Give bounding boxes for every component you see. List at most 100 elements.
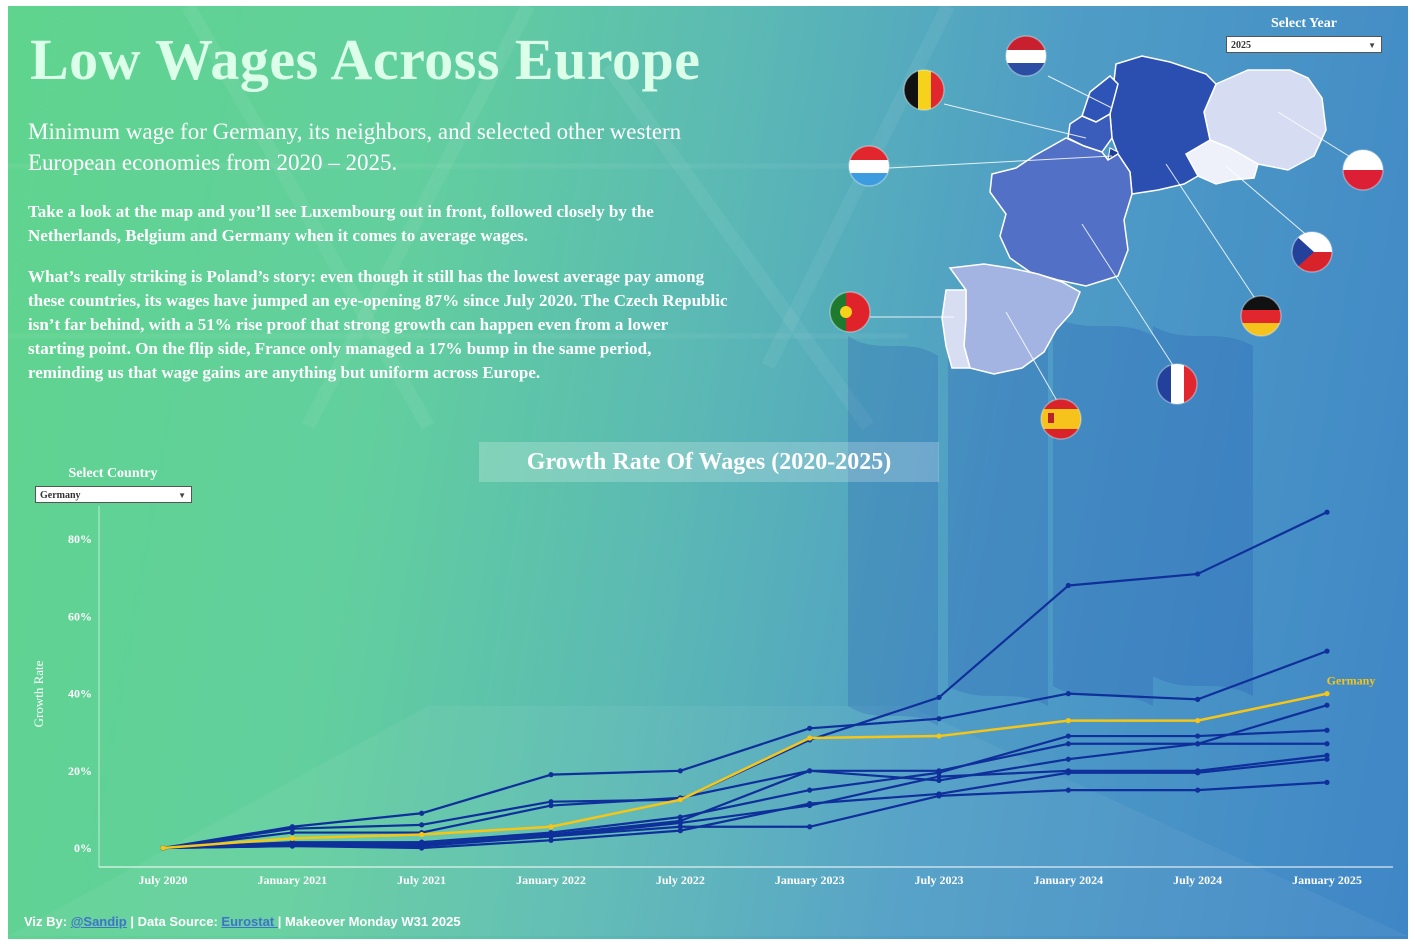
series-point — [1195, 696, 1201, 702]
series-point — [807, 725, 813, 731]
series-point — [419, 845, 425, 851]
footer-mid: | Data Source: — [126, 914, 222, 929]
footer-prefix: Viz By: — [24, 914, 71, 929]
series-point — [807, 735, 813, 741]
series-point — [807, 824, 813, 830]
x-tick-label: July 2020 — [138, 873, 187, 887]
footer-suffix: | Makeover Monday W31 2025 — [277, 914, 461, 929]
series-point — [548, 833, 554, 840]
series-point — [807, 787, 813, 793]
series-point — [548, 824, 554, 830]
flag-netherlands-icon — [1006, 36, 1046, 76]
series-point — [1195, 733, 1201, 739]
series-line — [162, 511, 1328, 850]
flag-markers — [829, 35, 1384, 440]
year-filter-label: Select Year — [1271, 16, 1337, 31]
country-filter-label: Select Country — [68, 466, 158, 481]
page-title: Low Wages Across Europe — [30, 27, 701, 92]
series-point — [677, 797, 683, 803]
author-link[interactable]: @Sandip — [70, 914, 127, 929]
series-line — [162, 781, 1328, 850]
series-point — [1195, 571, 1201, 577]
chart-title: Growth Rate Of Wages (2020-2025) — [479, 442, 939, 482]
series-point — [677, 814, 683, 820]
series-point — [548, 802, 554, 809]
flag-czechia-icon — [1292, 232, 1332, 272]
series-point — [677, 828, 683, 834]
series-point — [1065, 718, 1071, 724]
europe-map — [870, 55, 1353, 407]
series-point — [936, 770, 942, 776]
series-point — [677, 824, 683, 830]
series-point — [1324, 756, 1330, 762]
series-point — [936, 793, 942, 799]
year-filter-dropdown[interactable]: 2025 ▼ — [1226, 36, 1382, 53]
x-tick-label: January 2025 — [1292, 873, 1362, 887]
x-tick-label: January 2021 — [257, 873, 327, 887]
series-point — [289, 829, 295, 836]
x-tick-label: July 2021 — [397, 873, 446, 887]
series-point — [548, 772, 554, 778]
x-tick-label: July 2024 — [1173, 873, 1222, 887]
flag-france-icon — [1157, 364, 1197, 404]
series-point — [1065, 582, 1071, 589]
chevron-down-icon: ▼ — [1368, 41, 1376, 50]
series-point — [419, 810, 425, 816]
series-point — [1195, 787, 1201, 793]
series-label: Germany — [1327, 674, 1376, 688]
flag-spain-icon — [1041, 399, 1081, 439]
x-tick-label: January 2023 — [775, 873, 845, 887]
series-point — [548, 799, 554, 805]
series-point — [1195, 718, 1201, 724]
series-point — [1065, 741, 1071, 747]
series-point — [1324, 779, 1330, 785]
y-tick-label: 60% — [68, 609, 92, 623]
y-tick-label: 40% — [68, 687, 92, 701]
country-filter-value: Germany — [40, 490, 81, 501]
series-point — [289, 826, 295, 832]
series-point — [1195, 770, 1201, 776]
series-point — [548, 837, 554, 843]
country-filter-dropdown[interactable]: Germany ▼ — [35, 486, 192, 503]
series-point — [677, 768, 683, 774]
series-point — [1065, 770, 1071, 776]
x-tick-label: July 2022 — [656, 873, 705, 887]
year-filter-value: 2025 — [1231, 40, 1251, 51]
series-point — [1065, 787, 1071, 793]
map-country-france[interactable] — [989, 137, 1133, 287]
y-tick-label: 0% — [74, 841, 92, 855]
series-line — [162, 650, 1328, 850]
x-tick-label: January 2022 — [516, 873, 586, 887]
series-point — [1324, 691, 1330, 697]
series-point — [1195, 741, 1201, 747]
series-point — [807, 801, 813, 807]
series-point — [1065, 691, 1071, 697]
series-point — [1324, 648, 1330, 654]
source-link[interactable]: Eurostat — [221, 914, 278, 929]
flag-belgium-icon — [904, 70, 944, 110]
series-point — [1324, 752, 1330, 758]
series-line-highlight — [162, 692, 1328, 850]
series-point — [289, 835, 295, 841]
footer: Viz By: @Sandip | Data Source: Eurostat … — [24, 914, 461, 929]
y-tick-label: 20% — [68, 764, 92, 778]
series-line — [162, 758, 1328, 850]
growth-rate-chart: 0% 20% 40% 60% 80% July 2020 January 2021 July … — [31, 506, 1393, 887]
map-country-portugal[interactable] — [941, 289, 971, 369]
chevron-down-icon: ▼ — [178, 491, 186, 500]
series-point — [160, 845, 166, 851]
y-axis-title: Growth Rate — [31, 660, 46, 727]
series-point — [289, 841, 295, 847]
series-point — [1065, 733, 1071, 739]
series-point — [419, 822, 425, 828]
series-point — [419, 831, 425, 838]
flag-luxembourg-icon — [849, 146, 889, 186]
intro-paragraph: Take a look at the map and you’ll see Lu… — [28, 202, 654, 245]
insight-paragraph: What’s really striking is Poland’s story… — [28, 267, 728, 382]
series-point — [1324, 702, 1330, 708]
series-point — [677, 820, 683, 826]
series-point — [419, 841, 425, 847]
map-country-germany[interactable] — [1109, 55, 1217, 195]
series-point — [1065, 756, 1071, 762]
map-country-czechia[interactable] — [1184, 139, 1259, 185]
